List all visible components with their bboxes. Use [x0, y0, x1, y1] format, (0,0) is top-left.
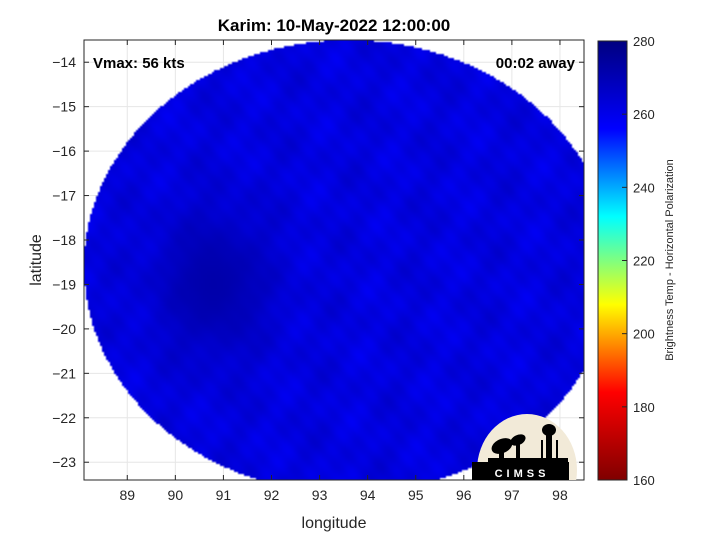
y-tick-label: −20	[52, 321, 76, 337]
x-tick-label: 92	[264, 487, 280, 503]
plot-area	[83, 39, 585, 481]
x-tick-label: 96	[456, 487, 472, 503]
x-tick-label: 97	[504, 487, 520, 503]
colorbar-tick-label: 200	[633, 327, 655, 342]
x-axis: 89 90 91 92 93 94 95 96 97 98	[119, 40, 568, 503]
y-tick-label: −21	[52, 365, 76, 381]
cimss-logo: CIMSS	[472, 414, 577, 480]
x-tick-label: 91	[216, 487, 232, 503]
x-tick-label: 98	[552, 487, 568, 503]
plot-frame	[83, 39, 585, 481]
colorbar-ticks: 160 180 200 220 240 260 280	[622, 34, 655, 488]
colorbar-tick-label: 160	[633, 473, 655, 488]
colorbar-tick-label: 240	[633, 180, 655, 195]
time-offset-annotation: 00:02 away	[496, 55, 576, 72]
x-tick-label: 89	[119, 487, 135, 503]
vmax-annotation: Vmax: 56 kts	[93, 55, 185, 72]
chart-title: Karim: 10-May-2022 12:00:00	[218, 16, 450, 35]
y-tick-label: −22	[52, 410, 76, 426]
x-tick-label: 93	[312, 487, 328, 503]
x-tick-label: 94	[360, 487, 376, 503]
heatmap-layer	[84, 40, 584, 480]
y-tick-label: −23	[52, 454, 76, 470]
logo-text: CIMSS	[495, 468, 550, 480]
logo-silhouette	[472, 424, 569, 480]
colorbar-tick-label: 180	[633, 400, 655, 415]
colorbar: 160 180 200 220 240 260 280 Brightness Temp - …	[597, 34, 676, 488]
x-axis-label: longitude	[302, 515, 367, 532]
y-tick-label: −16	[52, 143, 76, 159]
y-tick-label: −19	[52, 276, 76, 292]
x-tick-label: 95	[408, 487, 424, 503]
y-tick-label: −17	[52, 188, 76, 204]
y-tick-label: −14	[52, 54, 76, 70]
brightness-temp-heatmap	[84, 40, 584, 480]
y-axis-label: latitude	[28, 234, 45, 286]
colorbar-tick-label: 280	[633, 34, 655, 49]
y-tick-label: −15	[52, 99, 76, 115]
x-tick-label: 90	[168, 487, 184, 503]
colorbar-tick-label: 220	[633, 254, 655, 269]
y-tick-label: −18	[52, 232, 76, 248]
colorbar-label: Brightness Temp - Horizontal Polarizatio…	[664, 159, 676, 361]
y-axis: −14 −15 −16 −17 −18 −19 −20 −21 −22 −23	[52, 54, 584, 470]
colorbar-tick-label: 260	[633, 107, 655, 122]
